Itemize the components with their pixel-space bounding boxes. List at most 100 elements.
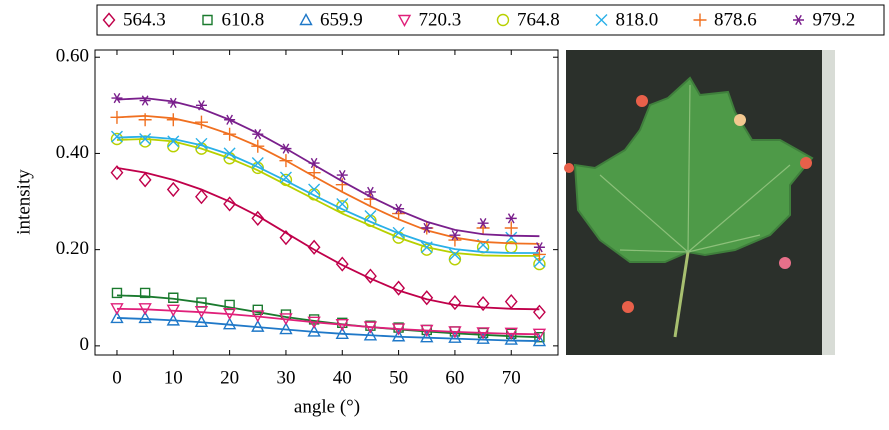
marker <box>194 115 208 129</box>
x-tick-label: 50 <box>389 367 408 388</box>
marker <box>111 287 123 299</box>
y-tick-label: 0.20 <box>56 238 89 259</box>
marker <box>195 189 208 205</box>
marker <box>307 166 321 180</box>
marker <box>308 157 320 169</box>
x-tick-label: 60 <box>445 367 464 388</box>
marker <box>308 314 320 325</box>
marker <box>420 330 434 343</box>
marker <box>194 314 209 328</box>
marker <box>363 328 378 341</box>
marker <box>392 280 406 296</box>
marker <box>477 218 489 229</box>
marker <box>166 113 180 127</box>
marker <box>139 133 152 145</box>
marker <box>335 326 349 340</box>
marker <box>308 183 321 196</box>
marker <box>532 334 547 347</box>
marker <box>223 147 236 160</box>
legend-label: 564.3 <box>123 9 166 30</box>
marker <box>534 332 545 343</box>
marker <box>504 221 518 235</box>
marker <box>279 171 292 184</box>
marker <box>307 316 321 329</box>
marker <box>532 304 546 320</box>
plot-frame <box>94 49 559 356</box>
marker <box>391 329 406 342</box>
marker <box>138 172 152 188</box>
marker <box>420 290 434 306</box>
marker <box>393 203 405 214</box>
marker <box>392 226 405 239</box>
marker <box>279 173 293 187</box>
marker <box>167 135 180 148</box>
marker <box>110 311 124 324</box>
marker <box>251 319 265 332</box>
legend-label: 720.3 <box>419 9 462 30</box>
y-axis-label: intensity <box>13 169 34 235</box>
x-tick-label: 10 <box>164 367 183 388</box>
marker <box>110 303 124 316</box>
marker <box>166 313 180 326</box>
legend-label: 878.6 <box>714 9 757 30</box>
legend-entry: 764.8 <box>496 9 560 30</box>
marker <box>420 243 433 256</box>
legend-label: 610.8 <box>222 9 265 30</box>
marker <box>504 327 518 340</box>
marker <box>420 324 434 337</box>
marker <box>251 210 265 226</box>
marker <box>533 242 545 253</box>
leaf-photo <box>564 50 835 355</box>
marker <box>224 114 236 125</box>
legend-label: 818.0 <box>616 9 659 30</box>
marker <box>364 268 377 284</box>
legend-entry: 659.9 <box>299 9 363 30</box>
marker <box>138 311 152 324</box>
marker <box>391 323 406 336</box>
x-tick-label: 0 <box>112 367 122 388</box>
x-tick-label: 30 <box>276 367 295 388</box>
fit-line <box>116 166 540 311</box>
legend-label: 764.8 <box>517 9 560 30</box>
fit-line <box>116 97 540 238</box>
legend-marker <box>299 13 313 26</box>
marker <box>279 322 293 335</box>
marker <box>138 113 152 127</box>
marker <box>222 307 237 321</box>
legend-marker <box>693 13 707 27</box>
fit-line <box>116 317 540 342</box>
marker <box>223 196 237 212</box>
legend-marker <box>595 14 608 26</box>
legend-entry: 720.3 <box>397 9 462 30</box>
marker <box>364 209 377 222</box>
marker <box>307 239 321 255</box>
legend-marker <box>496 13 510 27</box>
legend-entry: 979.2 <box>793 9 855 30</box>
legend-marker <box>793 14 804 26</box>
marker <box>307 324 321 337</box>
marker <box>532 247 546 261</box>
marker <box>279 230 293 246</box>
marker <box>251 157 264 170</box>
marker <box>139 95 151 106</box>
marker <box>251 139 265 153</box>
x-tick-label: 70 <box>502 367 521 388</box>
marker <box>252 129 264 140</box>
legend-label: 659.9 <box>320 9 363 30</box>
fit-line <box>116 294 540 339</box>
marker <box>139 287 151 299</box>
marker <box>251 310 265 323</box>
marker <box>421 222 433 234</box>
fit-line <box>116 307 540 336</box>
marker <box>448 294 462 311</box>
marker <box>504 332 518 345</box>
fit-line <box>116 135 540 254</box>
marker <box>336 197 349 210</box>
marker <box>335 319 349 332</box>
legend-marker <box>102 12 116 28</box>
marker <box>363 321 378 334</box>
marker <box>448 326 462 339</box>
legend-marker <box>397 14 412 27</box>
marker <box>532 328 547 341</box>
